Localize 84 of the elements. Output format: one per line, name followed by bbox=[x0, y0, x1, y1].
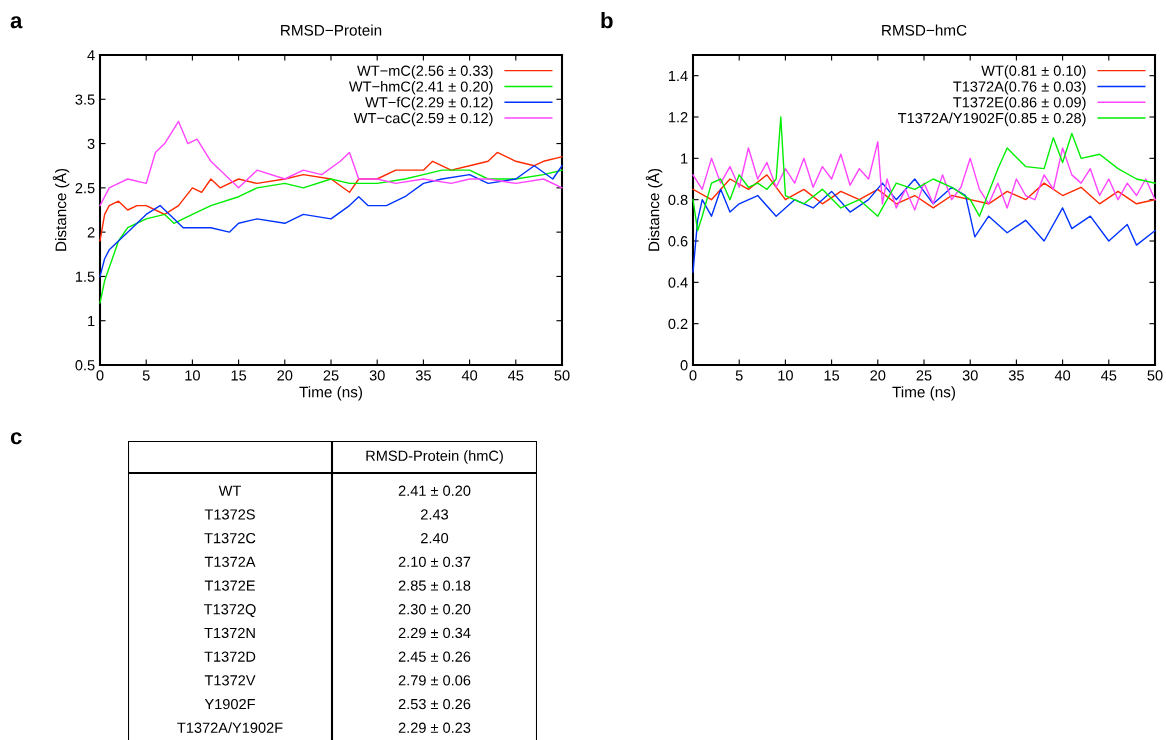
x-axis-title: Time (ns) bbox=[892, 386, 956, 401]
text: 2.53 ± 0.26 bbox=[398, 698, 471, 710]
y-tick-label: 1.4 bbox=[668, 70, 688, 81]
x-axis-title: Time (ns) bbox=[299, 386, 363, 401]
x-tick-label: 30 bbox=[369, 370, 385, 381]
x-tick-label: 15 bbox=[231, 370, 247, 381]
category-label: RMSD-Protein (hmC) bbox=[366, 450, 503, 464]
x-tick-label: 40 bbox=[461, 370, 478, 381]
y-tick-label: 1 bbox=[88, 315, 95, 326]
x-tick-label: 35 bbox=[415, 370, 431, 381]
y-tick-label: 2.5 bbox=[75, 182, 95, 194]
y-tick-label: 3.5 bbox=[75, 94, 95, 105]
category-label: T1372Q bbox=[203, 604, 256, 618]
legend-label: WT−fC(2.29 ± 0.12) bbox=[365, 96, 493, 111]
line-series bbox=[692, 178, 1156, 273]
legend-label: T1372E(0.86 ± 0.09) bbox=[953, 96, 1086, 111]
x-tick-label: 5 bbox=[735, 370, 743, 381]
text: a bbox=[10, 16, 23, 29]
y-axis-title: Distance (Å) bbox=[645, 168, 663, 251]
category-label: T1372A/Y1902F bbox=[177, 722, 283, 733]
x-tick-label: 45 bbox=[1101, 370, 1117, 381]
category-label: T1372C bbox=[204, 532, 256, 544]
text: 2.85 ± 0.18 bbox=[398, 580, 471, 591]
category-label: T1372E bbox=[204, 580, 255, 591]
category-label: T1372S bbox=[204, 509, 255, 520]
y-tick-label: 4 bbox=[87, 50, 95, 61]
text: 2.29 ± 0.34 bbox=[398, 627, 471, 639]
legend-label: WT−caC(2.59 ± 0.12) bbox=[353, 112, 493, 127]
y-tick-label: 0.4 bbox=[668, 277, 688, 288]
x-tick-label: 35 bbox=[1008, 370, 1024, 381]
text: 2.43 bbox=[421, 509, 449, 520]
legend-label: T1372A(0.76 ± 0.03) bbox=[953, 80, 1086, 95]
line-series bbox=[99, 165, 563, 278]
y-axis-title: Distance (Å) bbox=[52, 168, 70, 251]
text: 2.41 ± 0.20 bbox=[398, 485, 471, 496]
text: 2.40 bbox=[421, 532, 449, 544]
category-label: T1372V bbox=[204, 675, 256, 686]
x-tick-label: 50 bbox=[554, 370, 570, 381]
x-tick-label: 20 bbox=[870, 370, 886, 381]
legend-label: WT−hmC(2.41 ± 0.20) bbox=[348, 80, 493, 95]
text: b bbox=[601, 12, 613, 29]
x-tick-label: 5 bbox=[142, 370, 150, 381]
legend-label: WT−mC(2.56 ± 0.33) bbox=[357, 65, 493, 79]
text: 2.10 ± 0.37 bbox=[398, 556, 471, 568]
category-label: T1372N bbox=[204, 627, 255, 639]
line-series bbox=[99, 151, 563, 242]
x-tick-label: 10 bbox=[778, 370, 793, 381]
y-tick-label: 1 bbox=[681, 153, 688, 164]
x-tick-label: 0 bbox=[689, 370, 697, 381]
x-tick-label: 25 bbox=[323, 370, 339, 381]
x-tick-label: 40 bbox=[1054, 370, 1071, 381]
y-tick-label: 0.5 bbox=[75, 360, 95, 371]
y-tick-label: 0.2 bbox=[668, 318, 688, 330]
x-tick-label: 10 bbox=[185, 370, 200, 381]
text: c bbox=[10, 432, 22, 445]
text: 2.30 ± 0.20 bbox=[398, 604, 471, 615]
category-label: WT bbox=[218, 485, 241, 496]
x-tick-label: 0 bbox=[96, 370, 104, 381]
y-tick-label: 0 bbox=[680, 360, 688, 371]
text: 2.79 ± 0.06 bbox=[398, 675, 471, 686]
x-tick-label: 20 bbox=[277, 370, 293, 381]
x-tick-label: 50 bbox=[1147, 370, 1163, 381]
x-tick-label: 15 bbox=[824, 370, 840, 381]
line-series bbox=[692, 141, 1156, 211]
chart-title: RMSD−hmC bbox=[882, 24, 967, 36]
y-tick-label: 1.5 bbox=[75, 271, 95, 282]
category-label: Y1902F bbox=[204, 698, 255, 710]
legend-label: T1372A/Y1902F(0.85 ± 0.28) bbox=[898, 112, 1086, 127]
line-series bbox=[99, 169, 563, 304]
x-tick-label: 25 bbox=[916, 370, 932, 381]
y-tick-label: 1.2 bbox=[668, 112, 688, 123]
x-tick-label: 30 bbox=[962, 370, 978, 381]
text: 2.45 ± 0.26 bbox=[398, 651, 471, 662]
category-label: T1372A bbox=[204, 556, 256, 568]
text: 2.29 ± 0.23 bbox=[398, 722, 471, 733]
x-tick-label: 45 bbox=[508, 370, 524, 381]
legend-label: WT(0.81 ± 0.10) bbox=[981, 65, 1086, 79]
y-tick-label: 0.8 bbox=[668, 194, 688, 206]
y-tick-label: 2 bbox=[87, 227, 95, 238]
y-tick-label: 0.6 bbox=[668, 236, 688, 247]
y-tick-label: 3 bbox=[87, 138, 95, 149]
category-label: T1372D bbox=[204, 651, 256, 662]
chart-title: RMSD−Protein bbox=[281, 24, 382, 36]
line-series bbox=[692, 174, 1156, 209]
